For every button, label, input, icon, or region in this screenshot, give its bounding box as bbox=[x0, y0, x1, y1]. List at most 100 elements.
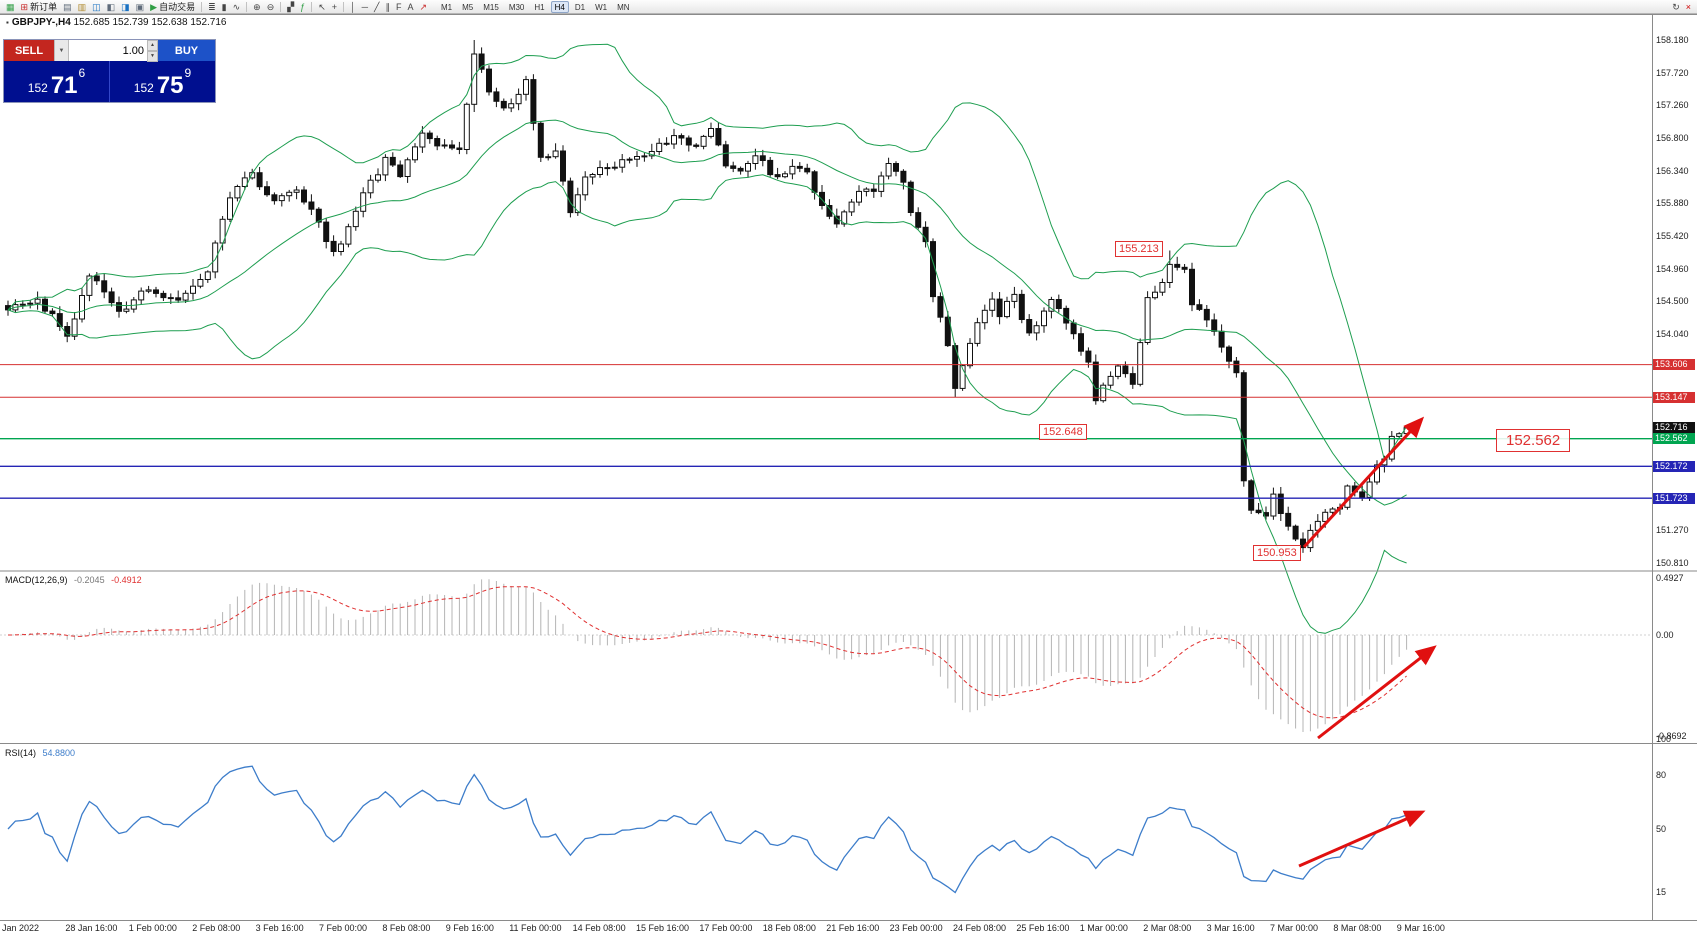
price-line-label: 153.606 bbox=[1653, 359, 1695, 371]
current-price-label: 152.716 bbox=[1653, 422, 1695, 434]
volume-decrease-button[interactable]: ▼ bbox=[147, 51, 158, 62]
candlestick-chart-button[interactable]: ▮ bbox=[220, 1, 229, 13]
new-chart-icon: ▦ bbox=[6, 1, 15, 12]
autotrading-button[interactable]: ▶ 自动交易 bbox=[148, 1, 197, 13]
zoom-out-icon: ⊖ bbox=[266, 1, 275, 12]
profiles-button[interactable]: ▥ bbox=[76, 1, 89, 13]
volume-input[interactable] bbox=[69, 40, 158, 61]
price-line-label: 152.172 bbox=[1653, 460, 1695, 472]
one-click-trading-panel: SELL ▼ ▲ ▼ BUY 152 71 6 152 75 9 bbox=[3, 39, 216, 103]
close-button[interactable]: × bbox=[1684, 1, 1693, 13]
sell-price[interactable]: 152 71 6 bbox=[4, 61, 109, 102]
fibonacci-button[interactable]: F bbox=[394, 1, 404, 13]
equidistant-channel-button[interactable]: ∥ bbox=[383, 1, 392, 13]
terminal-icon: ◨ bbox=[121, 1, 130, 12]
volume-increase-button[interactable]: ▲ bbox=[147, 40, 158, 51]
toolbar-separator bbox=[311, 1, 313, 12]
timeframe-m5[interactable]: M5 bbox=[462, 2, 474, 12]
time-label: 2 Feb 08:00 bbox=[192, 923, 241, 933]
rsi-axis-tick: 15 bbox=[1656, 887, 1667, 897]
bar-chart-button[interactable]: ≣ bbox=[206, 1, 218, 13]
timeframe-h1[interactable]: H1 bbox=[534, 2, 545, 12]
horizontal-line-icon: ─ bbox=[361, 1, 369, 12]
price-tick: 151.270 bbox=[1656, 525, 1689, 536]
price-tick: 155.420 bbox=[1656, 230, 1689, 241]
new-order-button[interactable]: ⊞ 新订单 bbox=[19, 1, 60, 13]
trendline-icon: ╱ bbox=[374, 1, 380, 12]
rsi-label: RSI(14) 54.8800 bbox=[5, 748, 79, 758]
text-icon: A bbox=[407, 1, 414, 12]
timeframe-d1[interactable]: D1 bbox=[574, 2, 586, 12]
vertical-line-button[interactable]: │ bbox=[348, 1, 358, 13]
buy-price[interactable]: 152 75 9 bbox=[110, 61, 215, 102]
market-watch-button[interactable]: ◫ bbox=[90, 1, 103, 13]
trade-panel-prices: 152 71 6 152 75 9 bbox=[4, 61, 215, 102]
fibonacci-icon: F bbox=[395, 1, 402, 12]
autotrading-label: 自动交易 bbox=[159, 2, 196, 12]
navigator-button[interactable]: ◧ bbox=[105, 1, 118, 13]
price-line-label: 152.562 bbox=[1653, 433, 1695, 445]
time-label: 3 Feb 16:00 bbox=[255, 923, 304, 933]
price-tick: 150.810 bbox=[1656, 558, 1689, 568]
zoom-in-icon: ⊕ bbox=[253, 1, 261, 12]
horizontal-line-button[interactable]: ─ bbox=[360, 1, 370, 13]
timeframe-w1[interactable]: W1 bbox=[595, 2, 608, 12]
price-tick: 158.180 bbox=[1656, 35, 1689, 45]
price-annotation[interactable]: 150.953 bbox=[1253, 545, 1301, 561]
volume-dropdown-button[interactable]: ▼ bbox=[54, 40, 69, 61]
cursor-button[interactable]: ↖ bbox=[316, 1, 328, 13]
time-label: 1 Mar 00:00 bbox=[1079, 923, 1128, 933]
sell-button[interactable]: SELL bbox=[4, 40, 54, 61]
timeframe-h4[interactable]: H4 bbox=[550, 0, 569, 13]
sell-price-prefix: 152 bbox=[27, 81, 48, 95]
arrows-button[interactable]: ↗ bbox=[417, 1, 429, 13]
timeframe-m15[interactable]: M15 bbox=[483, 2, 499, 12]
zoom-in-button[interactable]: ⊕ bbox=[251, 1, 263, 13]
indicators-button[interactable]: ƒ bbox=[298, 1, 307, 13]
trendline-button[interactable]: ╱ bbox=[372, 1, 381, 13]
vertical-line-icon: │ bbox=[350, 1, 356, 12]
buy-button[interactable]: BUY bbox=[158, 40, 215, 61]
terminal-button[interactable]: ◨ bbox=[119, 1, 132, 13]
symbol-label: GBPJPY-,H4 bbox=[11, 17, 71, 28]
price-tick: 154.040 bbox=[1656, 328, 1689, 339]
price-annotation[interactable]: 152.648 bbox=[1039, 424, 1087, 440]
crosshair-icon: + bbox=[331, 1, 337, 12]
rsi-value: 54.8800 bbox=[42, 748, 76, 758]
volume-field: ▲ ▼ bbox=[69, 40, 158, 62]
price-annotation[interactable]: 155.213 bbox=[1115, 241, 1163, 257]
tile-windows-icon: ▞ bbox=[287, 1, 295, 12]
time-label: 8 Feb 08:00 bbox=[382, 923, 431, 933]
time-label: 28 Jan 16:00 bbox=[65, 923, 118, 933]
toolbar-left-group: ▦ ⊞ 新订单 ▤ ▥ ◫ ◧ ◨ ▣ ▶ 自动交易 ≣ ▮ ∿ ⊕ ⊖ ▞ ƒ ↖ + │ ─ ╱ ∥ F A ↗ bbox=[3, 1, 430, 13]
new-chart-button[interactable]: ▦ bbox=[4, 1, 17, 13]
time-label: 15 Feb 16:00 bbox=[636, 923, 690, 933]
crosshair-button[interactable]: + bbox=[330, 1, 339, 13]
autotrading-icon: ▶ bbox=[150, 1, 158, 12]
toolbar: ▦ ⊞ 新订单 ▤ ▥ ◫ ◧ ◨ ▣ ▶ 自动交易 ≣ ▮ ∿ ⊕ ⊖ ▞ ƒ ↖ + │ ─ ╱ ∥ F A ↗ M1 M5 M15… bbox=[0, 0, 1697, 14]
rsi-axis-tick: 80 bbox=[1656, 770, 1667, 780]
chart-windows-button[interactable]: ▤ bbox=[61, 1, 74, 13]
refresh-icon: ↻ bbox=[1672, 1, 1680, 12]
line-chart-button[interactable]: ∿ bbox=[231, 1, 243, 13]
toolbar-separator bbox=[201, 1, 203, 12]
timeframe-mn[interactable]: MN bbox=[617, 2, 630, 12]
timeframe-m1[interactable]: M1 bbox=[441, 2, 453, 12]
time-label: 24 Feb 08:00 bbox=[953, 923, 1007, 933]
strategy-tester-button[interactable]: ▣ bbox=[134, 1, 147, 13]
time-label: 23 Feb 00:00 bbox=[889, 923, 943, 933]
time-label: 2 Mar 08:00 bbox=[1143, 923, 1192, 933]
timeframe-m30[interactable]: M30 bbox=[508, 2, 525, 12]
macd-label: MACD(12,26,9) -0.2045 -0.4912 bbox=[5, 575, 146, 585]
zoom-out-button[interactable]: ⊖ bbox=[265, 1, 277, 13]
price-annotation[interactable]: 152.562 bbox=[1496, 429, 1571, 452]
text-button[interactable]: A bbox=[405, 1, 415, 13]
price-line-label: 151.723 bbox=[1653, 492, 1695, 504]
new-order-label: 新订单 bbox=[30, 2, 58, 12]
tile-windows-button[interactable]: ▞ bbox=[285, 1, 296, 13]
time-label: 11 Feb 00:00 bbox=[509, 923, 562, 933]
refresh-button[interactable]: ↻ bbox=[1670, 1, 1682, 13]
time-label: 17 Feb 00:00 bbox=[699, 923, 753, 933]
